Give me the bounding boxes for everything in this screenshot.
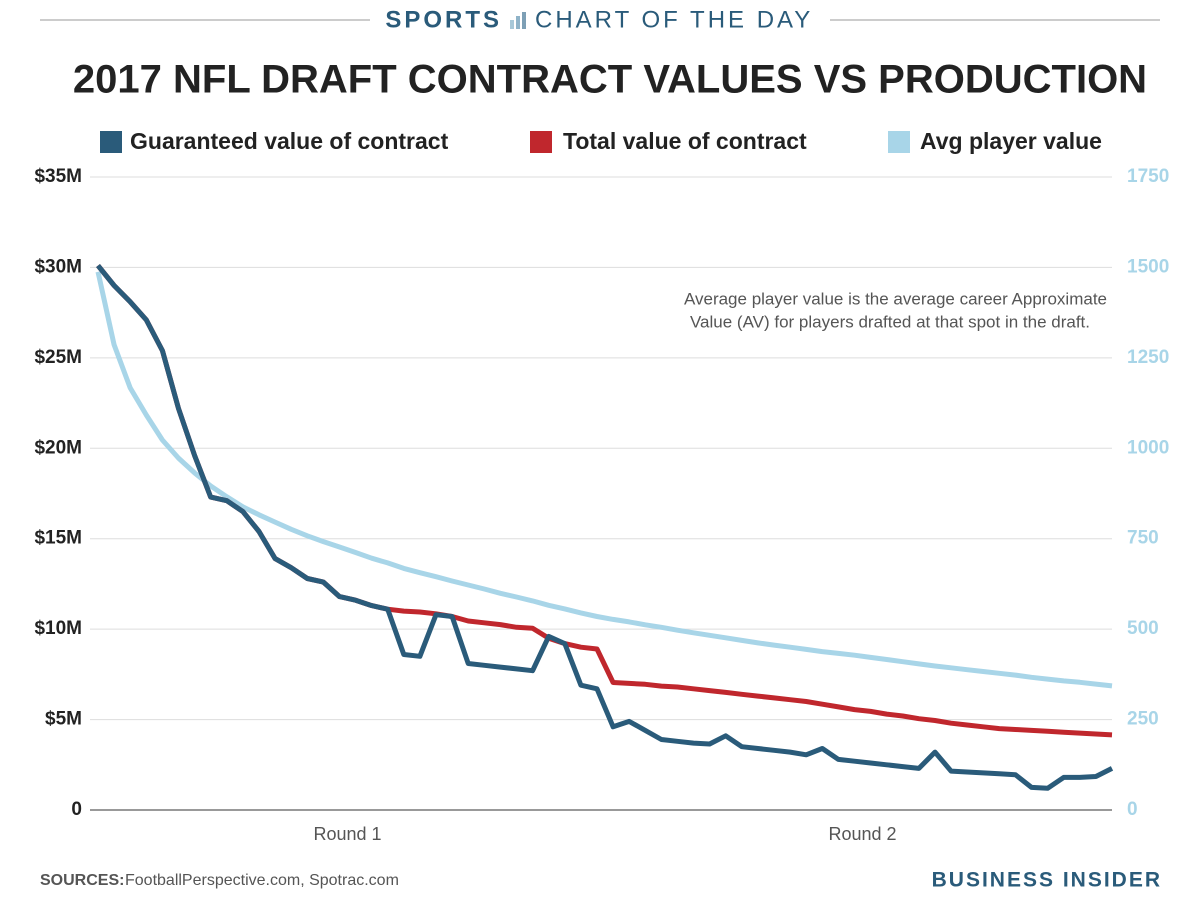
header-kicker: CHART OF THE DAY bbox=[535, 6, 813, 33]
legend-label: Guaranteed value of contract bbox=[130, 128, 449, 154]
x-tick-label: Round 2 bbox=[829, 824, 897, 844]
y-tick-label: $20M bbox=[34, 437, 82, 458]
chart-title: 2017 NFL DRAFT CONTRACT VALUES VS PRODUC… bbox=[73, 58, 1147, 102]
y2-tick-label: 1750 bbox=[1127, 166, 1169, 187]
y2-tick-label: 1000 bbox=[1127, 437, 1169, 458]
y2-tick-label: 500 bbox=[1127, 618, 1159, 639]
y-tick-label: 0 bbox=[71, 799, 82, 820]
y2-tick-label: 1500 bbox=[1127, 256, 1169, 277]
sources: FootballPerspective.com, Spotrac.com bbox=[125, 872, 399, 889]
legend-label: Total value of contract bbox=[563, 128, 807, 154]
legend-swatch bbox=[530, 131, 552, 153]
series-line bbox=[95, 271, 1113, 689]
y-tick-label: $5M bbox=[45, 709, 82, 730]
series-line bbox=[96, 264, 1114, 791]
y-tick-label: $15M bbox=[34, 528, 82, 549]
series-line bbox=[96, 264, 1113, 738]
y-tick-label: $10M bbox=[34, 618, 82, 639]
y-tick-label: $35M bbox=[34, 166, 82, 187]
header-section: SPORTS bbox=[385, 6, 502, 33]
annotation: Average player value is the average care… bbox=[684, 289, 1107, 308]
y2-tick-label: 1250 bbox=[1127, 347, 1169, 368]
legend-label: Avg player value bbox=[920, 128, 1102, 154]
legend-swatch bbox=[100, 131, 122, 153]
annotation: Value (AV) for players drafted at that s… bbox=[690, 312, 1090, 331]
header-icon bbox=[510, 12, 526, 29]
x-tick-label: Round 1 bbox=[313, 824, 381, 844]
legend-swatch bbox=[888, 131, 910, 153]
brand: BUSINESS INSIDER bbox=[932, 869, 1162, 892]
sources-label: SOURCES: bbox=[40, 872, 124, 889]
y2-tick-label: 250 bbox=[1127, 709, 1159, 730]
y2-tick-label: 0 bbox=[1127, 799, 1138, 820]
y2-tick-label: 750 bbox=[1127, 528, 1159, 549]
y-tick-label: $25M bbox=[34, 347, 82, 368]
y-tick-label: $30M bbox=[34, 256, 82, 277]
